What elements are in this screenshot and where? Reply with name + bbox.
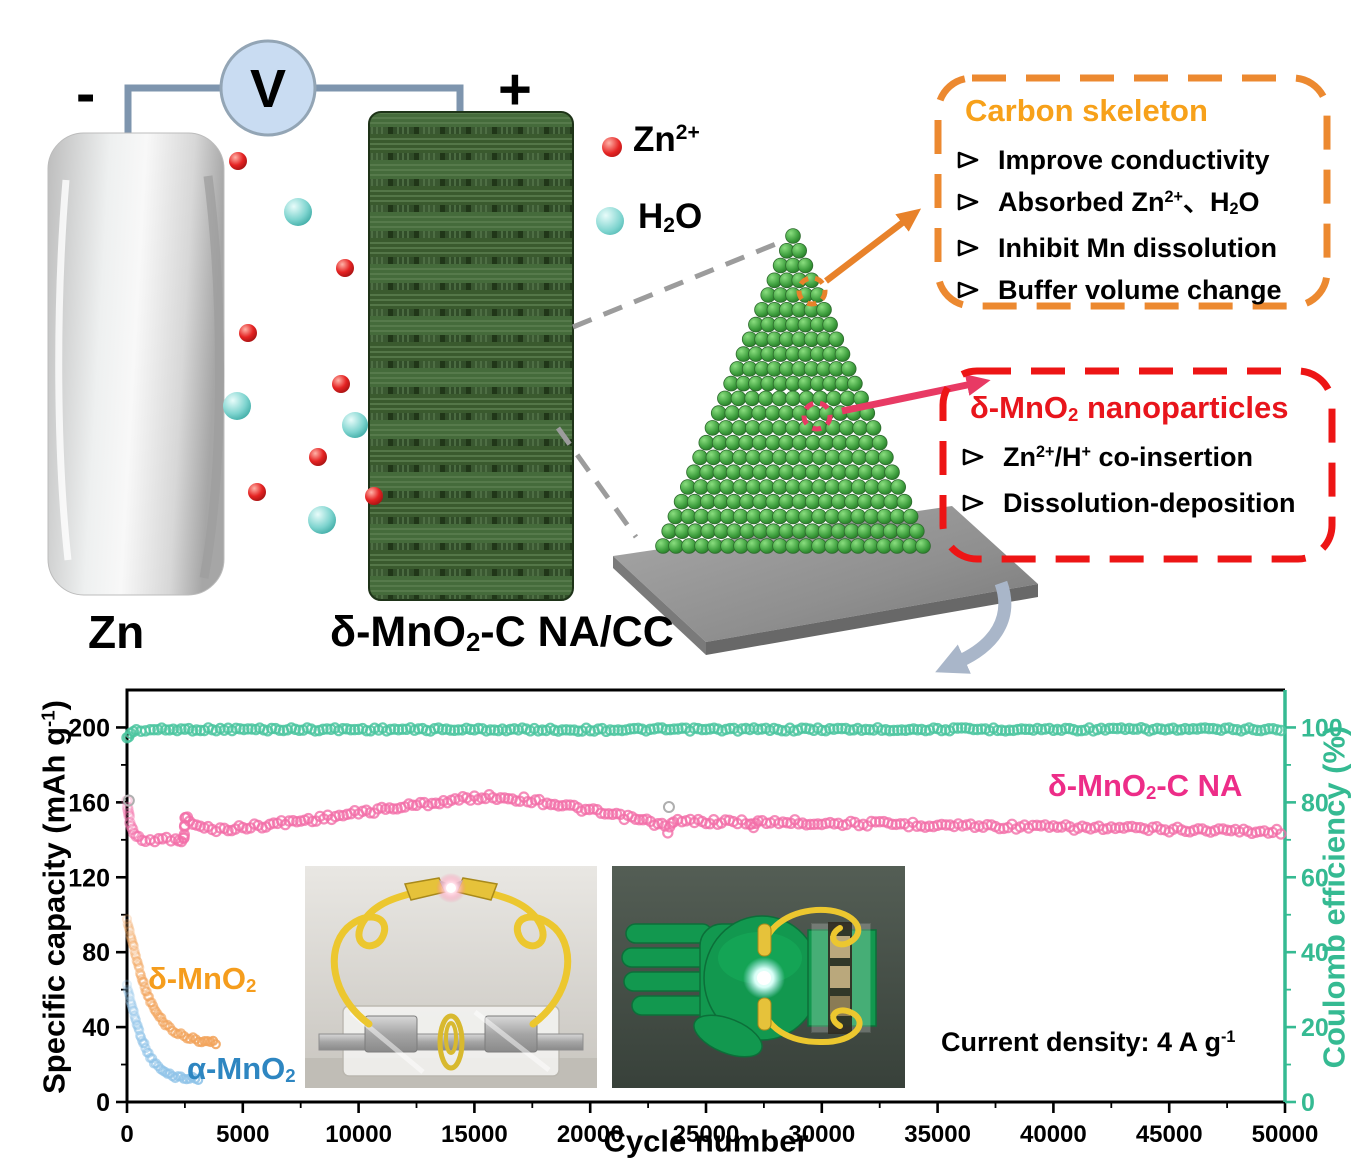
mno2-box-items: Zn2+/H+ co-insertion Dissolution-depositi… [962,436,1319,524]
y-axis-left-ticks: 0 40 80 120 160 200 [68,714,127,1117]
voltmeter-label: V [250,59,286,119]
svg-text:0: 0 [1301,1089,1315,1117]
svg-text:0: 0 [96,1089,110,1117]
svg-text:50000: 50000 [1252,1121,1319,1148]
svg-text:10000: 10000 [325,1121,392,1148]
carbon-skeleton-item-text: Buffer volume change [998,275,1282,305]
glove-led-illustration [612,866,905,1088]
series-delta-mno2-c-na [121,788,1287,848]
svg-text:200: 200 [68,714,110,742]
cycling-performance-chart: 0 5000 10000 15000 20000 25000 30000 35000 40000… [68,688,1343,1148]
arrow-bullet-icon [957,281,979,299]
svg-text:45000: 45000 [1136,1121,1203,1148]
zn-ion-legend-label: Zn2+ [633,120,700,159]
arrow-bullet-icon [962,448,984,466]
svg-text:5000: 5000 [216,1121,269,1148]
carbon-box-items: Improve conductivity Absorbed Zn2+、H2O Inh… [957,139,1314,311]
series-delta-mno2 [121,914,221,1050]
svg-text:20: 20 [1301,1014,1329,1042]
series-label-delta-mno2: δ-MnO2 [148,961,257,997]
series-alpha-mno2 [121,979,204,1085]
zn-ion-legend-icon [602,137,622,157]
svg-text:120: 120 [68,864,110,892]
glove-shape [621,915,877,1058]
carbon-skeleton-item-text: Inhibit Mn dissolution [998,233,1277,263]
outlier-points [122,794,675,814]
plus-terminal-label: + [498,57,532,122]
y-axis-left-title: Specific capacity (mAh g-1) [36,700,72,1094]
svg-text:30000: 30000 [788,1121,855,1148]
water-legend-label: H2O [638,197,703,237]
carbon-box-dashed-border [934,74,1331,310]
glove-led-photo [612,866,905,1088]
mno2-nanoparticles-item-text: Zn2+/H+ co-insertion [1003,442,1253,472]
carbon-skeleton-item: Absorbed Zn2+、H2O [957,181,1314,227]
arrow-bullet-icon [957,151,979,169]
nanoarray-pyramid [655,228,931,554]
svg-text:100: 100 [1301,714,1343,742]
pouch-cell-led-photo [305,866,597,1088]
x-axis-ticks: 0 5000 10000 15000 20000 25000 30000 35000 40000… [120,1102,1318,1148]
x-axis-title: Cycle number [603,1123,809,1159]
carbon-callout-arrow-icon [824,208,922,284]
cathode-label: δ-MnO2-C NA/CC [330,608,674,657]
svg-text:25000: 25000 [673,1121,740,1148]
y-axis-right-title: Coulomb efficiency (%) [1316,725,1352,1069]
zn-electrode [47,132,225,596]
minus-terminal-label: - [76,61,96,126]
arrow-bullet-icon [957,239,979,257]
svg-text:40: 40 [1301,939,1329,967]
svg-text:80: 80 [1301,789,1329,817]
pouch-cell-led-illustration [305,866,597,1088]
carbon-skeleton-item: Buffer volume change [957,269,1314,311]
carbon-callout-circle-icon [796,275,828,307]
svg-text:35000: 35000 [904,1121,971,1148]
svg-text:80: 80 [82,939,110,967]
series-label-alpha-mno2: α-MnO2 [187,1051,296,1087]
y-axis-right-ticks: 0 20 40 60 80 100 [1285,714,1343,1117]
arrow-bullet-icon [957,193,979,211]
series-label-delta-mno2-c-na: δ-MnO2-C NA [1048,768,1243,804]
magnify-dashed-lines [555,238,784,539]
down-curved-arrow-icon [935,580,1012,674]
arrow-bullet-icon [962,494,984,512]
current-density-annotation: Current density: 4 A g-1 [941,1027,1236,1057]
carbon-skeleton-callout-box: Carbon skeleton Improve conductivity Abso… [933,73,1332,311]
svg-text:40: 40 [82,1014,110,1042]
svg-text:20000: 20000 [557,1121,624,1148]
mno2-box-dashed-border [939,367,1336,563]
carbon-skeleton-item: Inhibit Mn dissolution [957,227,1314,269]
mno2-c-cathode-electrode [368,111,574,601]
carbon-skeleton-item-text: Improve conductivity [998,145,1270,175]
series-coulomb-efficiency [121,722,1287,744]
svg-text:0: 0 [120,1121,133,1148]
water-legend-icon [596,207,624,235]
mno2-nanoparticles-item-text: Dissolution-deposition [1003,488,1296,518]
svg-text:160: 160 [68,789,110,817]
mno2-callout-circle-icon [801,400,833,432]
carbon-skeleton-item-text: Absorbed Zn2+、H2O [998,187,1260,218]
svg-text:40000: 40000 [1020,1121,1087,1148]
mno2-callout-arrow-icon [841,374,991,415]
anode-label: Zn [88,606,145,658]
carbon-box-title: Carbon skeleton [965,93,1208,128]
carbon-skeleton-item: Improve conductivity [957,139,1314,181]
mno2-nanoparticles-callout-box: δ-MnO2 nanoparticles Zn2+/H+ co-insertio… [938,366,1337,564]
battery-schematic-diagram: V [47,39,1038,674]
water-molecules [223,198,368,534]
svg-text:60: 60 [1301,864,1329,892]
substrate-plate [613,506,1038,655]
mno2-box-title: δ-MnO2 nanoparticles [970,390,1289,426]
mno2-nanoparticles-item: Dissolution-deposition [962,482,1319,524]
svg-text:15000: 15000 [441,1121,508,1148]
mno2-nanoparticles-item: Zn2+/H+ co-insertion [962,436,1319,482]
zn-ion-particles [229,152,383,505]
voltmeter-icon: V [219,39,317,137]
